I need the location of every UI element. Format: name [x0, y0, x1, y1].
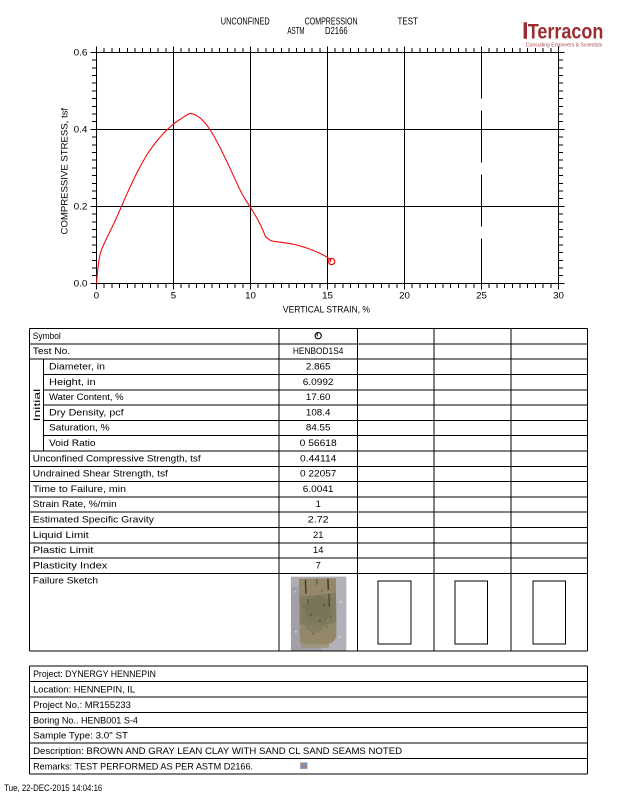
svg-text:TEST: TEST [398, 15, 419, 27]
svg-text:10: 10 [245, 290, 256, 300]
svg-text:UNCONFINED: UNCONFINED [221, 15, 270, 27]
svg-text:Estimated Specific Gravity: Estimated Specific Gravity [33, 515, 155, 525]
svg-text:Location: HENNEPIN, IL: Location: HENNEPIN, IL [33, 685, 135, 695]
svg-text:COMPRESSIVE STRESS, tsf: COMPRESSIVE STRESS, tsf [59, 107, 69, 234]
svg-text:Undrained Shear Strength, tsf: Undrained Shear Strength, tsf [33, 469, 169, 479]
svg-text:25: 25 [476, 290, 487, 300]
svg-text:Initial: Initial [32, 389, 42, 422]
svg-text:Project No.: MR155233: Project No.: MR155233 [33, 700, 131, 710]
svg-text:0 56618: 0 56618 [300, 438, 337, 448]
svg-text:Height, in: Height, in [49, 377, 96, 387]
svg-text:108.4: 108.4 [306, 407, 331, 417]
svg-text:VERTICAL STRAIN, %: VERTICAL STRAIN, % [283, 304, 370, 314]
svg-text:17.60: 17.60 [306, 392, 331, 402]
svg-text:5: 5 [171, 290, 177, 300]
svg-text:20: 20 [399, 290, 410, 300]
svg-text:0.4: 0.4 [74, 125, 88, 135]
svg-text:Saturation, %: Saturation, % [49, 423, 110, 433]
svg-text:30: 30 [553, 290, 564, 300]
svg-text:Strain Rate, %/min: Strain Rate, %/min [33, 499, 117, 509]
svg-text:Test No.: Test No. [33, 346, 70, 356]
svg-text:Terracon: Terracon [528, 21, 604, 44]
svg-text:Project: DYNERGY HENNEPIN: Project: DYNERGY HENNEPIN [33, 669, 156, 679]
svg-text:Void Ratio: Void Ratio [49, 438, 96, 448]
svg-text:Symbol: Symbol [33, 331, 61, 341]
svg-text:Description: BROWN AND GRAY LE: Description: BROWN AND GRAY LEAN CLAY WI… [33, 746, 403, 756]
svg-text:Boring No.. HENB001 S-4: Boring No.. HENB001 S-4 [33, 715, 138, 725]
svg-text:ASTM: ASTM [287, 25, 304, 37]
svg-text:0.6: 0.6 [74, 48, 88, 58]
svg-text:0 22057: 0 22057 [300, 469, 337, 479]
svg-text:21: 21 [313, 530, 324, 540]
svg-text:7: 7 [316, 560, 321, 570]
svg-text:Water Content, %: Water Content, % [49, 392, 124, 402]
svg-text:6.0992: 6.0992 [303, 377, 334, 387]
svg-text:15: 15 [322, 290, 333, 300]
svg-text:Plastic Limit: Plastic Limit [33, 545, 94, 555]
svg-text:Unconfined Compressive Strengt: Unconfined Compressive Strength, tsf [33, 453, 201, 463]
svg-text:6.0041: 6.0041 [303, 484, 334, 494]
svg-text:14: 14 [313, 545, 324, 555]
svg-text:Time to Failure, min: Time to Failure, min [33, 484, 126, 494]
svg-text:Dry Density, pcf: Dry Density, pcf [49, 407, 124, 417]
svg-text:0.0: 0.0 [74, 279, 88, 289]
svg-text:0.2: 0.2 [74, 202, 88, 212]
svg-text:Remarks: TEST PERFORMED AS PER: Remarks: TEST PERFORMED AS PER ASTM D216… [33, 762, 253, 772]
svg-text:Sample Type: 3.0" ST: Sample Type: 3.0" ST [33, 731, 128, 741]
svg-text:HENBOD1S4: HENBOD1S4 [293, 346, 344, 356]
svg-text:Consulting Engineers & Scienti: Consulting Engineers & Scientists [526, 43, 603, 49]
svg-text:0: 0 [94, 290, 100, 300]
svg-text:Tue, 22-DEC-2015 14:04:16: Tue, 22-DEC-2015 14:04:16 [4, 783, 102, 793]
svg-text:2.865: 2.865 [306, 362, 331, 372]
svg-text:Liquid Limit: Liquid Limit [33, 530, 90, 540]
svg-text:2.72: 2.72 [308, 515, 329, 525]
svg-text:Diameter, in: Diameter, in [49, 362, 105, 372]
svg-text:0.44114: 0.44114 [300, 453, 337, 463]
svg-text:Plasticity Index: Plasticity Index [33, 560, 108, 570]
svg-text:84.55: 84.55 [306, 423, 331, 433]
svg-text:COMPRESSION: COMPRESSION [305, 15, 358, 27]
svg-text:1: 1 [316, 499, 321, 509]
svg-text:Failure Sketch: Failure Sketch [33, 576, 98, 586]
svg-text:D2166: D2166 [325, 25, 348, 37]
